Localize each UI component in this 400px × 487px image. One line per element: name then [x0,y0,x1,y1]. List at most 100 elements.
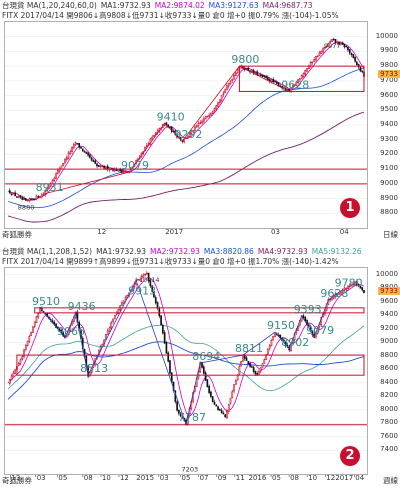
candle-down [286,344,289,347]
candle-up [199,361,202,373]
price-label: 8880 [18,204,35,212]
candle-down [252,70,255,74]
candle-up [101,165,104,168]
candle-up [315,55,317,61]
date-tick: '10 [306,474,318,482]
candle-up [35,195,38,200]
candle-up [299,78,301,80]
candle-down [254,371,257,375]
candle-down [24,198,27,201]
candle-up [331,297,333,301]
candle-down [283,339,285,343]
candle-down [217,406,219,411]
candle-up [57,170,59,174]
candle-down [256,373,259,376]
candle-up [10,375,13,381]
candle-up [17,363,20,366]
candle-up [26,199,29,202]
candle-down [169,360,171,374]
candle-down [307,324,310,327]
candle-down [261,74,264,77]
price-tick: 9800 [380,61,398,70]
candle-down [354,56,356,62]
candle-down [201,361,203,368]
date-tick: '07 [197,474,209,482]
candle-up [53,177,56,182]
header-segment: MA4:9687.73 [262,1,313,10]
candle-up [213,108,216,112]
candle-down [252,367,255,372]
candle-up [24,345,27,350]
candle-up [340,43,342,45]
candle-down [57,326,59,329]
candle-up [112,318,114,323]
candle-down [158,308,161,317]
candle-up [23,349,25,358]
candle-down [21,197,24,200]
candle-up [28,336,31,342]
candle-up [110,322,113,329]
candle-up [42,193,45,196]
candle-up [274,332,276,337]
candle-up [327,42,330,47]
price-label: 8811 [235,342,263,355]
candle-up [197,123,200,127]
candle-up [215,105,218,110]
footer-period: 週線 [383,476,398,485]
candle-up [208,114,210,117]
candle-up [202,118,205,122]
candle-up [12,372,15,377]
candle-up [137,279,139,281]
candle-up [350,283,353,286]
candle-down [249,362,251,367]
candle-down [167,352,170,362]
candle-down [247,361,250,365]
candle-up [329,41,332,44]
candle-down [165,342,168,354]
date-tick: '08 [288,474,300,482]
candle-down [361,287,364,291]
footer-brand: 奇狐勝券 [2,476,32,485]
candle-down [154,297,157,304]
candle-down [174,390,177,402]
candle-up [108,327,111,332]
candle-up [55,173,57,180]
candle-up [320,50,323,54]
candle-up [231,78,234,81]
candle-down [350,53,353,56]
candle-down [215,404,218,407]
candle-up [211,110,214,114]
weekly-chart-panel: 台現貨 MA(1,1,208,1,52) MA1:9732.93 MA2:9732.… [0,246,400,487]
candle-down [213,401,216,405]
candle-down [80,146,82,149]
candle-up [64,158,66,164]
plot-area: 9510 9436 9066 8513 9913 10014 8694 7787 7203 881… [4,267,368,475]
date-tick: 2015 [136,474,155,482]
candle-up [8,379,11,384]
candle-up [122,171,125,173]
date-tick: 2016 [248,474,267,482]
candle-up [227,83,230,87]
candle-up [186,135,189,139]
candle-down [275,81,278,84]
candle-up [35,316,38,323]
price-label: 7787 [178,411,206,424]
ma-line-short [7,277,365,417]
candle-up [220,95,223,101]
candle-up [67,152,70,159]
price-tick: 9000 [380,178,398,187]
candle-up [348,284,351,288]
header-segment: MA1:9732.93 [100,1,151,10]
candle-down [343,44,346,48]
candle-down [206,379,209,388]
chart-header-line1: 台現貨 MA(1,1,208,1,52) MA1:9732.93 MA2:9732.… [2,247,366,256]
candle-up [74,142,77,145]
candle-down [121,169,123,173]
candle-up [322,48,324,53]
candle-down [78,143,81,148]
candlestick-chart: 8880 8931 9079 9410 9292 9800 9628 9977 [5,36,367,223]
candle-up [267,348,269,355]
candle-up [48,185,50,189]
price-label: 9079 [306,324,334,337]
candle-up [199,122,202,124]
